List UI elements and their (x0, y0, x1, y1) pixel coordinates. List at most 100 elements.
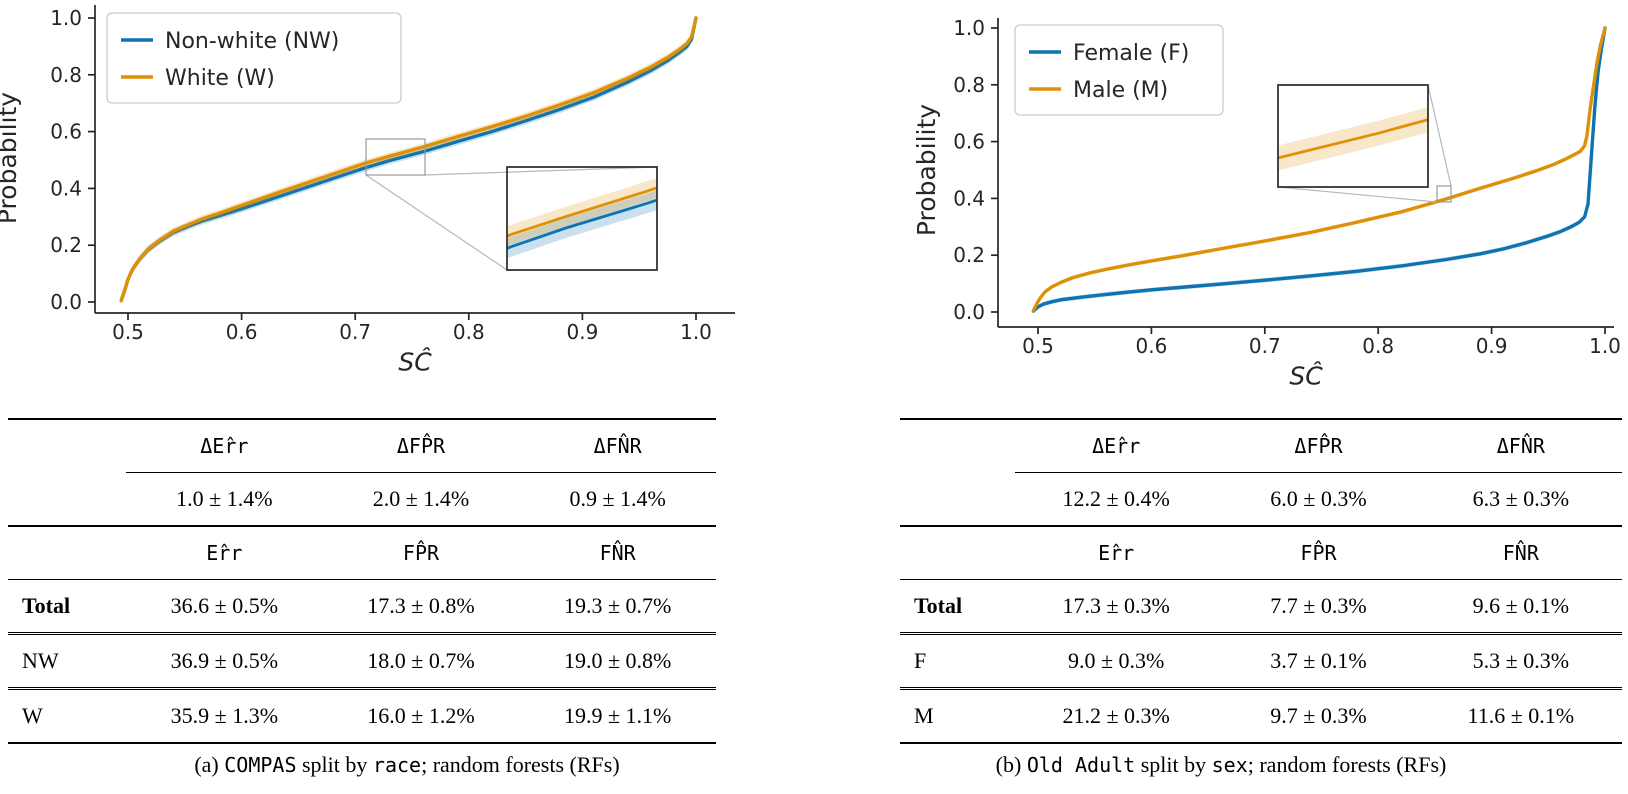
cell-value: 19.0 ± 0.8% (519, 633, 716, 690)
spacer-cell (8, 526, 126, 580)
series-line-1 (1031, 26, 1607, 313)
legend-label-1: White (W) (165, 66, 275, 91)
axes-spines (997, 18, 1614, 328)
legend-label-0: Female (F) (1073, 41, 1189, 66)
delta-value-2: 6.3 ± 0.3% (1419, 472, 1622, 527)
delta-value-0: 12.2 ± 0.4% (1015, 472, 1218, 527)
caption-segment: race (372, 753, 422, 777)
y-axis-label: Probability (912, 104, 941, 236)
chart-a: 0.5 0.6 0.7 0.8 0.9 1.0 0.0 0.2 0.4 0.6 0.8 1.0 SĈ Pr… (0, 5, 735, 376)
x-tick-label: 0.7 (339, 320, 371, 344)
x-tick-label: 0.6 (226, 320, 258, 344)
legend: Non-white (NW) White (W) (106, 12, 402, 104)
spacer-cell (8, 418, 126, 473)
caption-segment: (a) (194, 752, 225, 777)
row-label-Total: Total (8, 579, 126, 635)
metric-header-1: FP̂R (322, 526, 520, 580)
cell-value: 9.6 ± 0.1% (1419, 579, 1622, 635)
metric-header-1: FP̂R (1217, 526, 1420, 580)
spacer-cell (900, 526, 1015, 580)
y-tick-label: 0.0 (953, 300, 985, 324)
caption-segment: sex (1211, 753, 1248, 777)
y-tick-label: 0.0 (50, 290, 82, 314)
metrics-table-a: ΔEr̂r ΔFP̂R ΔFN̂R 1.0 ± 1.4% 2.0 ± 1.4% 0.9 ±… (8, 418, 716, 744)
y-tick-label: 0.4 (50, 176, 82, 200)
cell-value: 9.0 ± 0.3% (1015, 633, 1218, 690)
metric-header-2: FN̂R (1419, 526, 1622, 580)
y-tick-label: 0.8 (50, 63, 82, 87)
cell-value: 16.0 ± 1.2% (322, 688, 520, 744)
x-tick-label: 0.5 (1022, 334, 1054, 358)
cell-value: 35.9 ± 1.3% (126, 688, 323, 744)
delta-header-2: ΔFN̂R (519, 418, 716, 473)
spacer-cell (8, 472, 126, 527)
subcaption-a: (a) COMPAS split by race; random forests… (0, 752, 814, 778)
x-tick-label: 0.5 (112, 320, 144, 344)
y-tick-label: 1.0 (953, 16, 985, 40)
cell-value: 17.3 ± 0.3% (1015, 579, 1218, 635)
cell-value: 36.9 ± 0.5% (126, 633, 323, 690)
delta-header-1: ΔFP̂R (1217, 418, 1420, 473)
y-axis-label: Probability (0, 92, 22, 224)
delta-value-0: 1.0 ± 1.4% (126, 472, 323, 527)
delta-header-1: ΔFP̂R (322, 418, 520, 473)
subcaption-b: (b) Old Adult split by sex; random fores… (814, 752, 1628, 778)
chart-b: 0.5 0.6 0.7 0.8 0.9 1.0 0.0 0.2 0.4 0.6 0.8 1.0 SĈ Pr… (912, 16, 1621, 390)
row-label-F: F (900, 633, 1015, 690)
y-tick-label: 0.6 (953, 130, 985, 154)
x-axis-label: SĈ (398, 346, 432, 376)
row-label-M: M (900, 688, 1015, 744)
cell-value: 19.9 ± 1.1% (519, 688, 716, 744)
zoom-inset (365, 138, 658, 271)
row-label-Total: Total (900, 579, 1015, 635)
spacer-cell (900, 472, 1015, 527)
metric-header-2: FN̂R (519, 526, 716, 580)
series-line-1 (119, 16, 698, 303)
x-tick-label: 0.9 (566, 320, 598, 344)
x-axis-label: SĈ (1289, 360, 1323, 390)
legend: Female (F) Male (M) (1014, 24, 1224, 116)
row-label-NW: NW (8, 633, 126, 690)
x-tick-label: 0.9 (1476, 334, 1508, 358)
zoom-inset (1277, 84, 1452, 203)
x-tick-label: 0.8 (453, 320, 485, 344)
delta-value-1: 6.0 ± 0.3% (1217, 472, 1420, 527)
cell-value: 7.7 ± 0.3% (1217, 579, 1420, 635)
delta-header-0: ΔEr̂r (1015, 418, 1218, 473)
delta-header-2: ΔFN̂R (1419, 418, 1622, 473)
cell-value: 5.3 ± 0.3% (1419, 633, 1622, 690)
y-tick-label: 0.4 (953, 186, 985, 210)
caption-segment: Old Adult (1026, 753, 1136, 777)
x-tick-label: 0.7 (1249, 334, 1281, 358)
row-label-W: W (8, 688, 126, 744)
delta-header-0: ΔEr̂r (126, 418, 323, 473)
metric-header-0: Er̂r (126, 526, 323, 580)
cell-value: 21.2 ± 0.3% (1015, 688, 1218, 744)
x-tick-label: 0.8 (1362, 334, 1394, 358)
metrics-table-b: ΔEr̂r ΔFP̂R ΔFN̂R 12.2 ± 0.4% 6.0 ± 0.3% 6.3 … (900, 418, 1622, 744)
legend-label-0: Non-white (NW) (165, 29, 339, 54)
y-tick-label: 0.6 (50, 120, 82, 144)
x-tick-label: 1.0 (680, 320, 712, 344)
cell-value: 18.0 ± 0.7% (322, 633, 520, 690)
caption-segment: (b) (995, 752, 1027, 777)
cell-value: 17.3 ± 0.8% (322, 579, 520, 635)
y-tick-label: 1.0 (50, 6, 82, 30)
caption-segment: COMPAS (224, 753, 297, 777)
caption-segment: ; random forests (RFs) (421, 752, 620, 777)
y-tick-label: 0.8 (953, 73, 985, 97)
axes-spines (94, 5, 735, 314)
cell-value: 3.7 ± 0.1% (1217, 633, 1420, 690)
legend-label-1: Male (M) (1073, 78, 1168, 103)
cell-value: 11.6 ± 0.1% (1419, 688, 1622, 744)
spacer-cell (900, 418, 1015, 473)
delta-value-1: 2.0 ± 1.4% (322, 472, 520, 527)
caption-segment: split by (296, 752, 373, 777)
caption-segment: ; random forests (RFs) (1247, 752, 1447, 777)
cell-value: 36.6 ± 0.5% (126, 579, 323, 635)
metric-header-0: Er̂r (1015, 526, 1218, 580)
x-tick-label: 0.6 (1135, 334, 1167, 358)
cell-value: 9.7 ± 0.3% (1217, 688, 1420, 744)
caption-segment: split by (1135, 752, 1212, 777)
